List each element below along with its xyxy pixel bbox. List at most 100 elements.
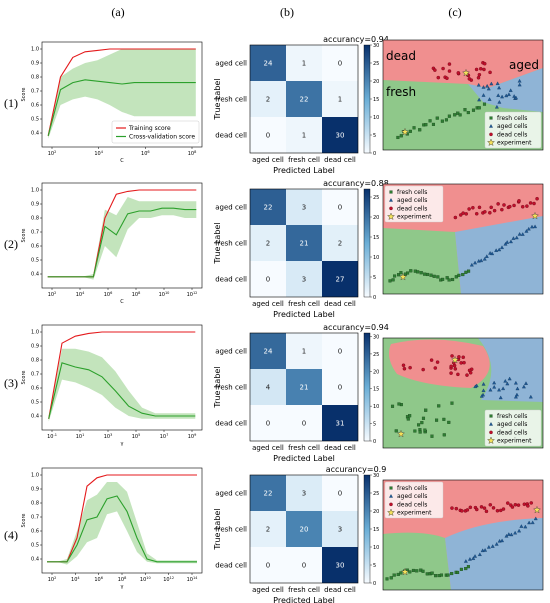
colorbar-tick-label: 20: [373, 79, 379, 85]
dead-cell-point: [529, 501, 533, 505]
dead-cell-point: [454, 506, 459, 511]
cm-cell-value: 30: [336, 562, 345, 570]
dead-cell-point: [436, 75, 441, 80]
cm-cell-value: 0: [338, 204, 342, 212]
colorbar-tick-label: 5: [373, 422, 376, 428]
fresh-cell-point: [416, 270, 420, 274]
dead-region: [383, 40, 543, 88]
aged-cell-point: [498, 395, 503, 400]
aged-cell-point: [530, 520, 535, 525]
aged-cell-point: [463, 559, 468, 563]
aged-cell-point: [489, 81, 494, 86]
cm-cell: [322, 189, 358, 225]
aged-cell-point: [490, 251, 495, 256]
colorbar-tick-label: 15: [373, 387, 379, 393]
y-tick-label: 1.0: [31, 473, 39, 479]
cm-row-label: fresh cell: [215, 526, 247, 534]
fresh-cell-point: [389, 190, 393, 194]
cm-cell: [286, 369, 322, 405]
aged-cell-point: [504, 93, 509, 98]
cm-row-label: aged cell: [215, 348, 247, 356]
cm-cell: [322, 475, 358, 511]
dead-cell-point: [500, 207, 504, 212]
cm-cell: [286, 117, 322, 153]
plot-frame: [382, 479, 544, 591]
fresh-cell-point: [447, 278, 451, 282]
aged-cell-point: [505, 240, 510, 244]
dead-cell-point: [517, 199, 521, 203]
y-tick-label: 0.4: [31, 272, 39, 278]
aged-cell-point: [500, 94, 505, 99]
cm-cell: [250, 333, 286, 369]
cm-cell: [286, 45, 322, 81]
plot-frame: [382, 39, 544, 151]
x-tick-label: 108: [188, 150, 197, 157]
dead-cell-point: [464, 212, 468, 216]
scatter-legend-label: dead cells: [497, 131, 527, 138]
colorbar-tick-label: 5: [373, 133, 376, 139]
experiment-point: [462, 68, 470, 77]
y-axis-label: Score: [21, 87, 27, 101]
aged-cell-point: [477, 552, 482, 556]
column-header-b: (b): [280, 5, 294, 19]
fresh-cell-point: [396, 135, 400, 140]
fresh-cell-point: [392, 573, 396, 577]
colorbar-tick-label: 15: [373, 235, 379, 241]
dead-cell-point: [435, 360, 440, 364]
aged-cell-point: [501, 386, 506, 391]
dead-cell-point: [482, 67, 486, 72]
experiment-point: [487, 436, 495, 444]
cm-col-label: aged cell: [252, 300, 284, 308]
scatter-legend-label: dead cells: [497, 429, 527, 436]
cm-cell-value: 1: [302, 132, 306, 140]
column-header-c: (c): [448, 5, 461, 19]
cm-cell-value: 1: [302, 348, 306, 356]
fresh-cell-point: [466, 565, 470, 569]
fresh-cell-point: [435, 418, 439, 422]
aged-cell-point: [514, 95, 519, 100]
fresh-cell-point: [394, 429, 398, 433]
fresh-cell-point: [421, 569, 425, 573]
y-tick-label: 0.4: [31, 557, 39, 563]
fresh-cell-point: [390, 404, 395, 408]
dead-cell-point: [488, 503, 493, 507]
dead-cell-point: [483, 210, 487, 214]
y-tick-label: 0.6: [31, 529, 39, 535]
legend-box: [111, 120, 200, 144]
aged-cell-point: [489, 422, 493, 426]
cm-cell-value: 0: [338, 384, 342, 392]
colorbar-tick-label: 5: [373, 275, 376, 281]
cv-score-line: [48, 362, 196, 419]
cm-col-label: aged cell: [252, 586, 284, 594]
fresh-cell-point: [441, 277, 445, 281]
colorbar-tick-label: 30: [373, 473, 379, 479]
cm-col-label: dead cell: [324, 300, 356, 308]
validation-curve-1: 0.4 0.5 0.6 0.7 0.8 0.9 1.0 102 104 106 108 C Score T…: [21, 41, 203, 164]
dead-cell-point: [479, 505, 484, 509]
cm-col-label: fresh cell: [288, 300, 320, 308]
cm-y-label: True Label: [213, 222, 222, 264]
dead-cell-point: [495, 508, 500, 513]
dead-cell-point: [408, 365, 412, 370]
dead-cell-point: [489, 132, 493, 137]
cm-cell: [250, 45, 286, 81]
colorbar-tick-label: 25: [373, 352, 379, 358]
cv-std-band: [48, 49, 196, 139]
cm-col-label: fresh cell: [288, 444, 320, 452]
fresh-cell-point: [423, 272, 427, 276]
experiment-point: [401, 127, 409, 136]
cm-cell: [250, 511, 286, 547]
aged-cell-point: [524, 381, 528, 385]
dead-cell-point: [402, 366, 407, 371]
cm-row-label: fresh cell: [215, 384, 247, 392]
y-tick-label: 0.9: [31, 344, 39, 350]
colorbar-tick-label: 0: [373, 295, 376, 301]
dead-cell-point: [447, 62, 452, 66]
cm-cell-value: 0: [266, 276, 270, 284]
fresh-cell-point: [419, 271, 423, 275]
cm-cell: [250, 225, 286, 261]
dead-cell-point: [449, 371, 453, 375]
